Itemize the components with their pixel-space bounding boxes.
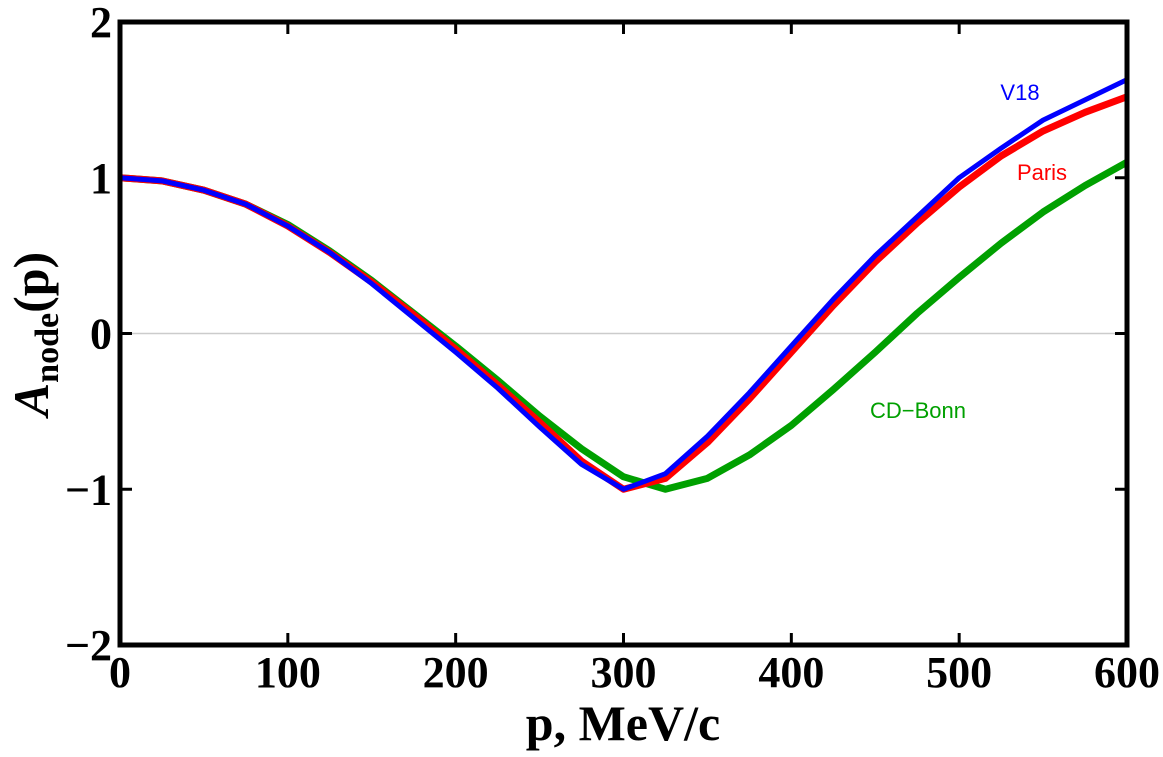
y-label-main: A bbox=[3, 383, 59, 419]
x-tick-label: 600 bbox=[1094, 648, 1160, 697]
x-tick-label: 0 bbox=[109, 648, 131, 697]
y-label-tail: (p) bbox=[3, 252, 59, 313]
series-line bbox=[119, 159, 1129, 493]
x-tick-label: 400 bbox=[758, 648, 824, 697]
x-axis-label: p, MeV/c bbox=[526, 695, 720, 751]
x-tick-label: 100 bbox=[255, 648, 321, 697]
series-line bbox=[119, 77, 1129, 492]
y-tick-label: 0 bbox=[90, 310, 112, 359]
y-label-sub: node bbox=[29, 313, 66, 383]
series-label: CD−Bonn bbox=[870, 398, 966, 423]
x-tick-label: 200 bbox=[423, 648, 489, 697]
series-label: V18 bbox=[1000, 80, 1039, 105]
y-tick-label: −1 bbox=[65, 465, 112, 514]
y-axis-label: Anode(p) bbox=[3, 252, 66, 419]
x-tick-label: 300 bbox=[591, 648, 657, 697]
plot-frame bbox=[117, 19, 1130, 648]
x-tick-label: 500 bbox=[926, 648, 992, 697]
y-tick-label: 1 bbox=[90, 154, 112, 203]
y-tick-label: 2 bbox=[90, 0, 112, 47]
y-tick-label: −2 bbox=[65, 621, 112, 670]
series-label: Paris bbox=[1017, 160, 1067, 185]
series-line bbox=[119, 93, 1129, 493]
